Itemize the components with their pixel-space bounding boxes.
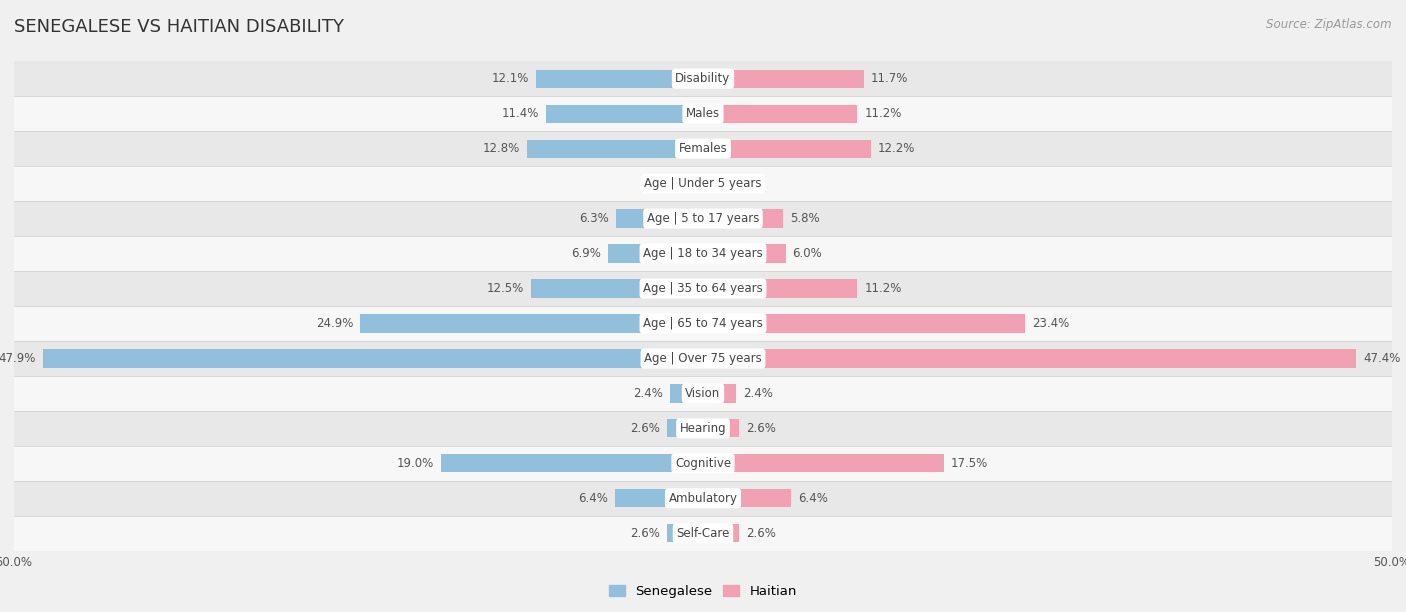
Text: 6.4%: 6.4% [578, 492, 607, 505]
Text: Vision: Vision [685, 387, 721, 400]
Text: Males: Males [686, 107, 720, 120]
Bar [14, 131, 1392, 166]
Bar [14, 516, 1392, 551]
Text: 11.4%: 11.4% [502, 107, 538, 120]
Text: Age | Under 5 years: Age | Under 5 years [644, 177, 762, 190]
Bar [546, 105, 703, 123]
Bar [686, 174, 703, 193]
Bar [703, 244, 786, 263]
Text: 6.9%: 6.9% [571, 247, 600, 260]
Bar [14, 446, 1392, 481]
Bar [14, 271, 1392, 306]
Bar [703, 209, 783, 228]
Text: Females: Females [679, 142, 727, 155]
Text: 2.6%: 2.6% [745, 527, 776, 540]
Text: 2.6%: 2.6% [745, 422, 776, 435]
Text: 6.0%: 6.0% [793, 247, 823, 260]
Text: Age | 35 to 64 years: Age | 35 to 64 years [643, 282, 763, 295]
Bar [703, 489, 792, 507]
Text: Self-Care: Self-Care [676, 527, 730, 540]
Text: 11.2%: 11.2% [865, 107, 901, 120]
Text: Hearing: Hearing [679, 422, 727, 435]
Bar [703, 349, 1357, 368]
Bar [607, 244, 703, 263]
Bar [614, 489, 703, 507]
Bar [703, 105, 858, 123]
Text: 1.3%: 1.3% [728, 177, 758, 190]
Text: Cognitive: Cognitive [675, 457, 731, 470]
Text: 23.4%: 23.4% [1032, 317, 1070, 330]
Text: 12.2%: 12.2% [877, 142, 915, 155]
Text: Age | 5 to 17 years: Age | 5 to 17 years [647, 212, 759, 225]
Text: Age | 65 to 74 years: Age | 65 to 74 years [643, 317, 763, 330]
Bar [14, 236, 1392, 271]
Bar [441, 454, 703, 472]
Bar [14, 61, 1392, 96]
Bar [531, 280, 703, 297]
Bar [14, 341, 1392, 376]
Bar [703, 70, 865, 88]
Bar [14, 201, 1392, 236]
Text: 19.0%: 19.0% [396, 457, 434, 470]
Text: 12.1%: 12.1% [492, 72, 530, 85]
Bar [14, 481, 1392, 516]
Bar [527, 140, 703, 158]
Bar [703, 454, 945, 472]
Text: Source: ZipAtlas.com: Source: ZipAtlas.com [1267, 18, 1392, 31]
Text: Ambulatory: Ambulatory [668, 492, 738, 505]
Bar [703, 140, 872, 158]
Text: SENEGALESE VS HAITIAN DISABILITY: SENEGALESE VS HAITIAN DISABILITY [14, 18, 344, 36]
Bar [703, 315, 1025, 332]
Text: 11.2%: 11.2% [865, 282, 901, 295]
Bar [536, 70, 703, 88]
Bar [360, 315, 703, 332]
Bar [14, 166, 1392, 201]
Text: Age | 18 to 34 years: Age | 18 to 34 years [643, 247, 763, 260]
Text: 24.9%: 24.9% [315, 317, 353, 330]
Bar [14, 376, 1392, 411]
Bar [703, 419, 738, 438]
Bar [703, 174, 721, 193]
Bar [668, 524, 703, 542]
Text: 47.4%: 47.4% [1362, 352, 1400, 365]
Text: 2.4%: 2.4% [633, 387, 664, 400]
Text: 2.6%: 2.6% [630, 527, 661, 540]
Bar [14, 306, 1392, 341]
Bar [14, 96, 1392, 131]
Text: 2.4%: 2.4% [742, 387, 773, 400]
Text: 5.8%: 5.8% [790, 212, 820, 225]
Text: Disability: Disability [675, 72, 731, 85]
Bar [703, 384, 737, 403]
Text: 47.9%: 47.9% [0, 352, 37, 365]
Bar [703, 280, 858, 297]
Text: Age | Over 75 years: Age | Over 75 years [644, 352, 762, 365]
Legend: Senegalese, Haitian: Senegalese, Haitian [603, 580, 803, 603]
Bar [616, 209, 703, 228]
Text: 12.5%: 12.5% [486, 282, 524, 295]
Text: 6.4%: 6.4% [799, 492, 828, 505]
Text: 1.2%: 1.2% [650, 177, 679, 190]
Text: 2.6%: 2.6% [630, 422, 661, 435]
Bar [668, 419, 703, 438]
Text: 11.7%: 11.7% [872, 72, 908, 85]
Text: 6.3%: 6.3% [579, 212, 609, 225]
Bar [44, 349, 703, 368]
Bar [703, 524, 738, 542]
Bar [669, 384, 703, 403]
Text: 12.8%: 12.8% [482, 142, 520, 155]
Bar [14, 411, 1392, 446]
Text: 17.5%: 17.5% [950, 457, 988, 470]
